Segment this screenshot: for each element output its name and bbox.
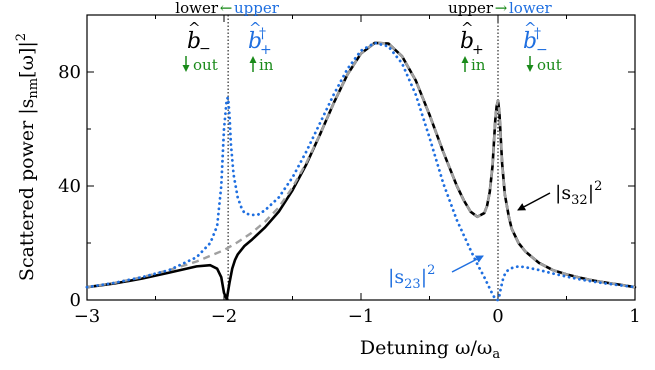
svg-text:−: − — [536, 42, 548, 58]
svg-text:^: ^ — [461, 19, 474, 37]
svg-text:in: in — [471, 56, 486, 74]
label-b-plus: b ^ + — [460, 19, 484, 58]
s23-annotation: |s23|2 — [388, 255, 484, 292]
svg-text:b: b — [248, 29, 262, 54]
left-arrow-glyph: ← — [220, 0, 233, 17]
axis-tick-labels: −3 −2 −1 0 1 0 40 80 — [58, 62, 641, 327]
label-b-minus-dagger: b ^ † − — [523, 19, 548, 58]
y-tick-label: 80 — [58, 62, 81, 83]
down-arrowhead-icon — [182, 65, 190, 72]
y-tick-label: 40 — [58, 176, 81, 197]
series-group — [85, 41, 637, 302]
svg-text:^: ^ — [249, 19, 262, 37]
s23-label: |s23|2 — [388, 263, 435, 292]
up-arrowhead-icon — [249, 56, 257, 63]
svg-text:†: † — [534, 26, 541, 42]
svg-text:b: b — [187, 29, 201, 54]
x-tick-label: 0 — [492, 306, 503, 327]
right-in-marker: in — [461, 56, 486, 74]
left-in-marker: in — [249, 56, 274, 74]
right-out-marker: out — [526, 56, 562, 74]
svg-text:−: − — [199, 41, 211, 57]
svg-text:+: + — [472, 42, 484, 58]
series-s32-line — [85, 41, 637, 301]
x-tick-label: −3 — [74, 306, 101, 327]
svg-text:out: out — [537, 56, 562, 74]
y-tick-label: 0 — [70, 290, 81, 311]
down-arrowhead-icon — [526, 65, 534, 72]
svg-text:†: † — [259, 26, 266, 42]
up-arrowhead-icon — [461, 56, 469, 63]
right-arrow-glyph: → — [495, 0, 508, 17]
svg-text:+: + — [260, 42, 272, 58]
x-axis-label: Detuning ω/ωa — [360, 337, 501, 362]
label-b-plus-dagger: b ^ † + — [248, 19, 272, 58]
svg-text:out: out — [193, 56, 218, 74]
left-upper-label: upper — [234, 0, 280, 17]
x-tick-label: −2 — [211, 306, 238, 327]
series-s32-approx-line — [86, 41, 636, 289]
s32-label: |s32|2 — [555, 179, 602, 208]
svg-text:^: ^ — [188, 19, 201, 37]
right-upper-label: upper — [448, 0, 494, 17]
s32-annotation: |s32|2 — [517, 179, 602, 211]
right-lower-label: lower — [509, 0, 553, 17]
s32-pointer-arrow — [517, 192, 551, 211]
left-direction-label: lower ← upper — [175, 0, 279, 17]
s23-pointer-arrow — [451, 255, 484, 273]
left-out-marker: out — [182, 56, 218, 74]
right-direction-label: upper → lower — [448, 0, 552, 17]
left-lower-label: lower — [175, 0, 219, 17]
x-tick-label: 1 — [629, 306, 640, 327]
label-b-minus: b ^ − — [187, 19, 211, 57]
series-s23-line — [85, 41, 637, 302]
svg-text:b: b — [523, 29, 537, 54]
axis-ticks — [86, 15, 636, 301]
svg-text:b: b — [460, 29, 474, 54]
svg-text:^: ^ — [524, 19, 537, 37]
y-axis-label: Scattered power |snm[ω]|2 — [14, 33, 41, 281]
svg-text:in: in — [259, 56, 274, 74]
x-tick-label: −1 — [348, 306, 375, 327]
